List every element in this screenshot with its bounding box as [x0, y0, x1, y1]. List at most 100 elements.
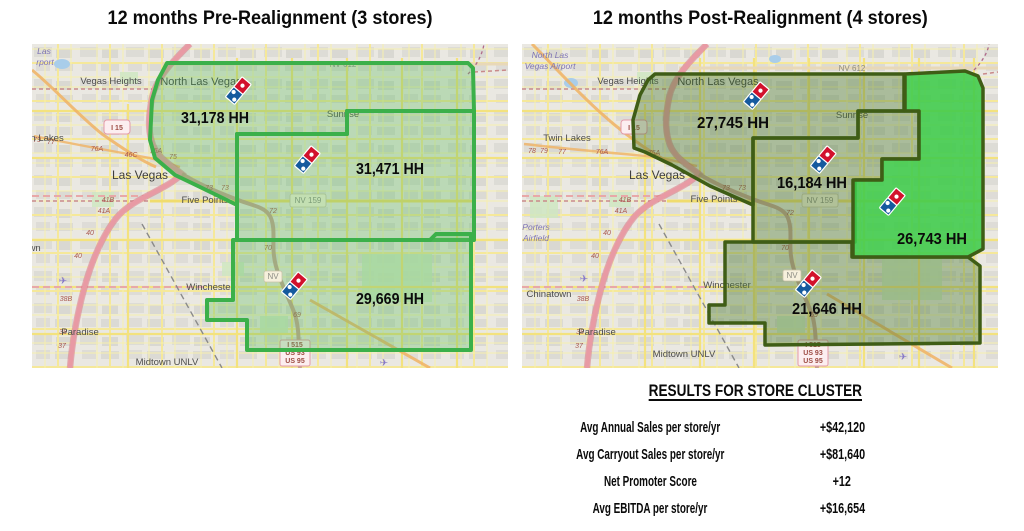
airplane-icon: ✈	[59, 276, 67, 287]
exit-label: 38B	[577, 296, 590, 303]
railroad	[141, 223, 223, 368]
exit-label: 69	[293, 312, 301, 319]
result-label: Avg EBITDA per store/yr	[592, 500, 708, 517]
north-las-vegas-label: North Las Vegas	[677, 76, 759, 88]
left-map-title: 12 months Pre-Realignment (3 stores)	[32, 8, 508, 30]
pond	[54, 59, 70, 69]
exit-label: 37	[575, 343, 584, 350]
i515-shield-line2: US 93	[285, 350, 305, 357]
i515-highway	[180, 172, 302, 368]
results-row-annual-sales: Avg Annual Sales per store/yr +$42,120	[535, 414, 975, 441]
north-las-vegas-label: North Las Vegas	[160, 76, 242, 88]
nw-trunk-road	[530, 44, 673, 166]
nv159-shield	[801, 193, 839, 208]
park-area	[92, 192, 114, 207]
arterial-roads-horizontal	[522, 109, 998, 336]
vegas-heights-label: Vegas Heights	[80, 76, 142, 87]
nv159-shield-label: NV 159	[295, 196, 322, 205]
airfield-area	[530, 196, 558, 218]
exit-label: 37	[58, 343, 67, 350]
exit-label: 41A	[98, 208, 111, 215]
exit-label: 70	[264, 245, 272, 252]
chinatown-label: Chinatown	[527, 289, 572, 300]
exit-label: 76A	[596, 149, 609, 156]
exit-label: 76A	[91, 146, 104, 153]
twin-lakes-label: Twin Lakes	[543, 133, 591, 144]
i515-highway	[697, 172, 819, 368]
five-points-label: Five Points	[182, 195, 229, 206]
park-area	[637, 72, 655, 84]
airplane-icon: ✈	[380, 358, 388, 368]
airport-label-line1: North Las	[532, 50, 570, 60]
exit-label: 38B	[60, 296, 73, 303]
result-value: +12	[832, 473, 852, 490]
result-label: Avg Annual Sales per store/yr	[579, 419, 721, 436]
hh-label: 31,178 HH	[181, 110, 249, 127]
i15-highway	[584, 44, 709, 368]
hh-label: 31,471 HH	[356, 161, 424, 178]
hh-label: 29,669 HH	[356, 291, 424, 308]
airport-label-line1: Las	[37, 46, 51, 56]
hh-label: 27,745 HH	[697, 115, 769, 132]
territory-27745[interactable]	[631, 72, 906, 207]
nv-marker-label: NV	[267, 272, 279, 281]
airport-label-line2: rport	[36, 57, 54, 67]
i15-shield	[103, 119, 131, 135]
vegas-heights-label: Vegas Heights	[597, 76, 659, 87]
left-map-title-text: 12 months Pre-Realignment (3 stores)	[107, 8, 433, 29]
porters-airfield-line2: Airfield	[522, 233, 549, 243]
household-labels: 31,178 HH 31,471 HH 29,669 HH	[181, 110, 424, 308]
i515-shield	[279, 339, 311, 367]
post-realignment-map[interactable]: NV 612 I 15 NV 159 I 515 US 93 US 95 78 …	[522, 44, 998, 368]
park-area	[120, 72, 138, 84]
pre-realignment-map[interactable]: NV 612 I 15 NV 159 I 515 US 93 US 95 79 …	[32, 44, 508, 368]
paradise-label: Paradise	[61, 327, 99, 338]
results-panel: RESULTS FOR STORE CLUSTER Avg Annual Sal…	[535, 382, 975, 522]
park-area	[260, 316, 288, 334]
park-area	[777, 316, 805, 334]
nv159-shield-label: NV 159	[807, 196, 834, 205]
las-vegas-label: Las Vegas	[629, 168, 685, 182]
west-arterials	[32, 195, 207, 288]
exit-label: 40	[591, 253, 599, 260]
store-markers: NV	[742, 81, 906, 299]
right-map-title-text: 12 months Post-Realignment (4 stores)	[592, 8, 928, 29]
paradise-label: Paradise	[578, 327, 616, 338]
hh-label: 16,184 HH	[777, 175, 847, 192]
exit-label: 78	[528, 148, 536, 155]
results-title-text: RESULTS FOR STORE CLUSTER	[648, 381, 862, 400]
exit-label: 75A	[648, 150, 661, 157]
result-value: +$16,654	[819, 500, 865, 517]
midtown-unlv-label: Midtown UNLV	[653, 349, 716, 360]
exit-numbers: 79 77 76A 46C 75A 75 73 73 72 70 69 41B …	[33, 137, 301, 350]
right-map-title: 12 months Post-Realignment (4 stores)	[522, 8, 998, 30]
results-row-ebitda: Avg EBITDA per store/yr +$16,654	[535, 495, 975, 522]
results-title: RESULTS FOR STORE CLUSTER	[535, 382, 975, 400]
results-row-net-promoter: Net Promoter Score +12	[535, 468, 975, 495]
exit-label: 72	[269, 208, 277, 215]
railroad	[658, 223, 740, 368]
las-vegas-label: Las Vegas	[112, 168, 168, 182]
minor-dashed-roads	[522, 71, 998, 202]
i515-shield	[797, 339, 829, 367]
airplane-icon: ✈	[580, 274, 588, 285]
exit-label: 38	[59, 329, 67, 336]
exit-label: 40	[603, 230, 611, 237]
boundary-line	[467, 44, 485, 75]
nv-marker-label: NV	[786, 271, 798, 280]
i515-shield-line3: US 95	[803, 358, 823, 365]
i515-shield-line1: I 515	[287, 342, 303, 349]
exit-label: 46C	[125, 152, 139, 159]
exit-label: 73	[722, 185, 730, 192]
exit-label: 41B	[102, 197, 115, 204]
exit-label: 41A	[615, 208, 628, 215]
exit-label: 79	[33, 137, 41, 144]
results-row-carryout-sales: Avg Carryout Sales per store/yr +$81,640	[535, 441, 975, 468]
result-label: Avg Carryout Sales per store/yr	[575, 446, 725, 463]
territory-29669[interactable]	[205, 232, 473, 352]
hh-label: 21,646 HH	[792, 301, 862, 318]
nv-marker-badge	[263, 270, 283, 283]
result-value: +$42,120	[819, 419, 865, 436]
west-arterials	[522, 195, 709, 288]
